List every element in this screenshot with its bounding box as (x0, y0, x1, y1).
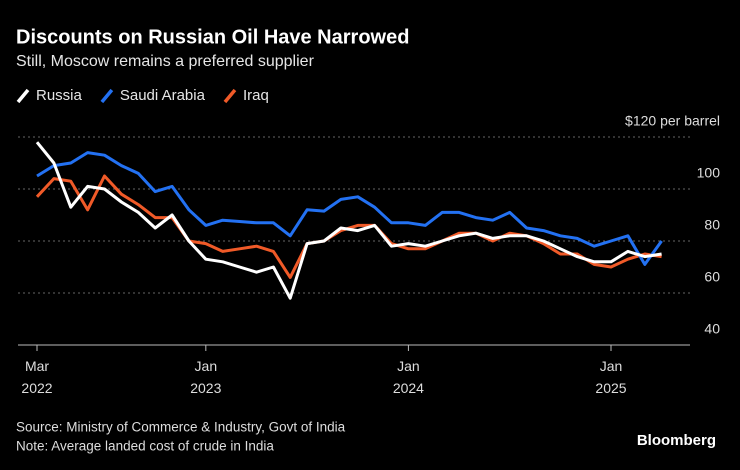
source: Source: Ministry of Commerce & Industry,… (16, 420, 346, 435)
brand: Bloomberg (637, 432, 716, 449)
series-line (35, 141, 662, 300)
x-tick-label: Mar 2022 (21, 358, 52, 396)
series-line (35, 174, 662, 279)
chart-title: Discounts on Russian Oil Have Narrowed (16, 26, 409, 48)
y-tick-label: 100 (697, 165, 721, 181)
y-tick-label: 80 (704, 217, 720, 233)
x-tick-label: Jan 2024 (393, 358, 424, 396)
series-line (36, 151, 663, 266)
legend-label: Saudi Arabia (120, 87, 206, 104)
legend-swatch (16, 88, 30, 104)
y-tick-label: $120 per barrel (625, 113, 720, 129)
x-tick-label: Jan 2025 (595, 358, 626, 396)
x-tick-label: Jan 2023 (190, 358, 221, 396)
note: Note: Average landed cost of crude in In… (16, 439, 274, 454)
y-tick-label: 60 (704, 269, 720, 285)
legend-swatch (100, 88, 114, 104)
legend-label: Iraq (243, 87, 269, 104)
legend-swatch (223, 88, 237, 104)
legend-label: Russia (36, 87, 83, 104)
y-tick-label: 40 (704, 321, 720, 337)
chart-subtitle: Still, Moscow remains a preferred suppli… (16, 53, 315, 70)
